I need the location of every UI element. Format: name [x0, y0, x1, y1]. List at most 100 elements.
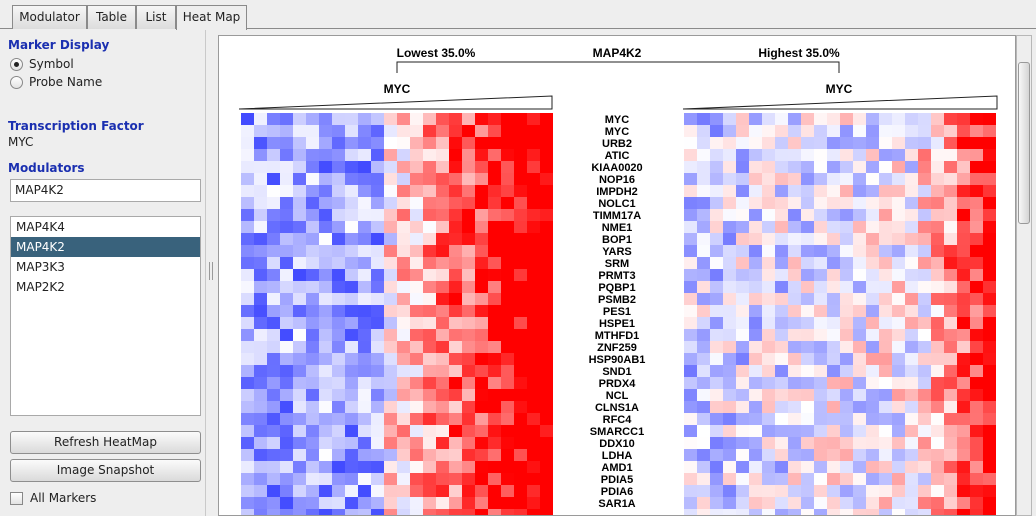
heatmap-cell: [866, 497, 879, 509]
list-item-map2k2[interactable]: MAP2K2: [16, 280, 65, 294]
heatmap-cell: [853, 221, 866, 233]
heatmap-cell: [371, 509, 384, 515]
heatmap-cell: [488, 125, 501, 137]
list-item-map4k4[interactable]: MAP4K4: [16, 220, 65, 234]
heatmap-cell: [736, 461, 749, 473]
heatmap-cell: [384, 173, 397, 185]
radio-probe-name[interactable]: Probe Name: [10, 74, 102, 90]
heatmap-cell: [840, 497, 853, 509]
tab-table[interactable]: Table: [87, 5, 136, 29]
tab-heat-map[interactable]: Heat Map: [176, 5, 247, 30]
all-markers-checkbox-row[interactable]: All Markers: [10, 490, 96, 506]
gene-label: CLNS1A: [595, 402, 639, 414]
heatmap-cell: [853, 401, 866, 413]
heatmap-cell: [762, 221, 775, 233]
heatmap-cell: [449, 425, 462, 437]
heatmap-cell: [866, 173, 879, 185]
heatmap-cell: [710, 353, 723, 365]
heatmap-cell: [944, 209, 957, 221]
splitter-grip[interactable]: [209, 262, 213, 280]
heatmap-cell: [762, 449, 775, 461]
gene-label: ATIC: [605, 150, 630, 162]
heatmap-cell: [332, 197, 345, 209]
heatmap-cell: [736, 329, 749, 341]
list-item-map4k2[interactable]: MAP4K2: [11, 237, 200, 257]
heatmap-cell: [319, 485, 332, 497]
heatmap-cell: [527, 353, 540, 365]
heatmap-cell: [944, 125, 957, 137]
heatmap-cell: [840, 305, 853, 317]
heatmap-cell: [462, 509, 475, 515]
heatmap-cell: [462, 401, 475, 413]
refresh-heatmap-button[interactable]: Refresh HeatMap: [10, 431, 201, 454]
scrollbar-thumb[interactable]: [1018, 62, 1030, 224]
heatmap-cell: [970, 209, 983, 221]
heatmap-cell: [905, 221, 918, 233]
heatmap-cell: [254, 269, 267, 281]
heatmap-cell: [697, 389, 710, 401]
heatmap-cell: [241, 281, 254, 293]
all-markers-checkbox[interactable]: [10, 491, 23, 505]
heatmap-cell: [723, 161, 736, 173]
heatmap-cell: [436, 413, 449, 425]
heatmap-cell: [723, 173, 736, 185]
heatmap-cell: [345, 329, 358, 341]
heatmap-cell: [527, 389, 540, 401]
heatmap-cell: [723, 269, 736, 281]
heatmap-cell: [462, 389, 475, 401]
heatmap-cell: [957, 149, 970, 161]
heatmap-cell: [345, 161, 358, 173]
gene-label-column: MYCMYCURB2ATICKIAA0020NOP16IMPDH2NOLC1TI…: [589, 114, 646, 510]
heatmap-cell: [983, 293, 996, 305]
modulator-list[interactable]: MAP4K4 MAP4K2 MAP3K3 MAP2K2: [10, 216, 201, 416]
heatmap-cell: [879, 365, 892, 377]
heatmap-cell: [462, 353, 475, 365]
gene-label: HSPE1: [599, 318, 635, 330]
gene-label: SAR1A: [598, 498, 635, 510]
heatmap-cell: [332, 209, 345, 221]
heatmap-cell: [814, 197, 827, 209]
tab-modulator[interactable]: Modulator: [12, 5, 87, 29]
panel-splitter[interactable]: [206, 30, 216, 516]
heatmap-cell: [267, 197, 280, 209]
heatmap-cell: [397, 425, 410, 437]
heatmap-cell: [254, 389, 267, 401]
heatmap-cell: [944, 257, 957, 269]
heatmap-cell: [970, 269, 983, 281]
heatmap-cell: [293, 125, 306, 137]
heatmap-cell: [488, 329, 501, 341]
heatmap-cell: [983, 257, 996, 269]
modulator-search-input[interactable]: MAP4K2: [10, 179, 201, 202]
heatmap-cell: [697, 305, 710, 317]
heatmap-cell: [254, 461, 267, 473]
heatmap-cell: [293, 137, 306, 149]
heatmap-cell: [788, 389, 801, 401]
heatmap-cell: [514, 509, 527, 515]
heatmap-cell: [957, 437, 970, 449]
highest-percent-label: Highest 35.0%: [758, 46, 840, 60]
radio-probe-name-indicator[interactable]: [10, 75, 23, 89]
heatmap-cell: [423, 365, 436, 377]
heatmap-cell: [319, 353, 332, 365]
heatmap-cell: [788, 209, 801, 221]
radio-symbol[interactable]: Symbol: [10, 56, 74, 72]
heatmap-cell: [241, 485, 254, 497]
heatmap-cell: [254, 497, 267, 509]
list-item-map3k3[interactable]: MAP3K3: [16, 260, 65, 274]
heatmap-cell: [397, 389, 410, 401]
heatmap-cell: [527, 461, 540, 473]
image-snapshot-button[interactable]: Image Snapshot: [10, 459, 201, 482]
heatmap-cell: [957, 365, 970, 377]
radio-symbol-indicator[interactable]: [10, 57, 23, 71]
heatmap-cell: [514, 473, 527, 485]
heatmap-cell: [736, 161, 749, 173]
heatmap-cell: [684, 473, 697, 485]
tab-list[interactable]: List: [136, 5, 176, 29]
heatmap-cell: [918, 497, 931, 509]
heatmap-cell: [371, 113, 384, 125]
heatmap-cell: [501, 197, 514, 209]
heatmap-cell: [853, 365, 866, 377]
vertical-scrollbar[interactable]: [1016, 35, 1032, 516]
heatmap-cell: [944, 137, 957, 149]
heatmap-cell: [241, 221, 254, 233]
